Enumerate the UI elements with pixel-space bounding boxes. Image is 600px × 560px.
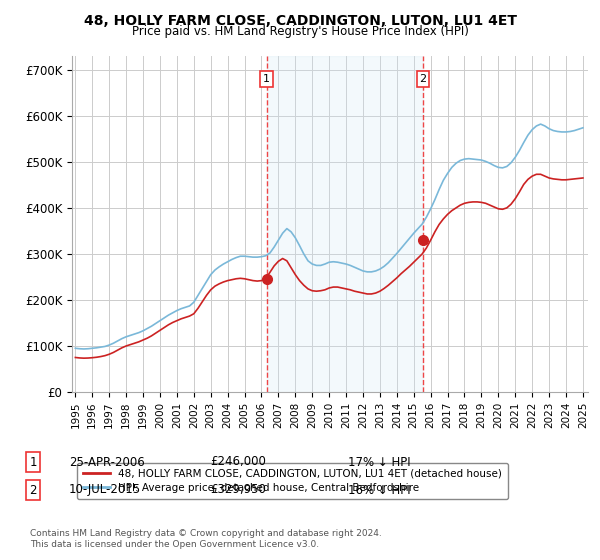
Bar xyxy=(267,56,423,392)
Text: 2: 2 xyxy=(419,74,427,84)
Text: 16% ↓ HPI: 16% ↓ HPI xyxy=(348,483,410,497)
Legend: 48, HOLLY FARM CLOSE, CADDINGTON, LUTON, LU1 4ET (detached house), HPI: Average : 48, HOLLY FARM CLOSE, CADDINGTON, LUTON,… xyxy=(77,463,508,500)
Text: £329,950: £329,950 xyxy=(210,483,266,497)
Text: £246,000: £246,000 xyxy=(210,455,266,469)
Text: 17% ↓ HPI: 17% ↓ HPI xyxy=(348,455,410,469)
Text: 2: 2 xyxy=(29,483,37,497)
Text: 25-APR-2006: 25-APR-2006 xyxy=(69,455,145,469)
Text: 1: 1 xyxy=(29,455,37,469)
Text: Contains HM Land Registry data © Crown copyright and database right 2024.
This d: Contains HM Land Registry data © Crown c… xyxy=(30,529,382,549)
Text: Price paid vs. HM Land Registry's House Price Index (HPI): Price paid vs. HM Land Registry's House … xyxy=(131,25,469,38)
Text: 10-JUL-2015: 10-JUL-2015 xyxy=(69,483,141,497)
Text: 48, HOLLY FARM CLOSE, CADDINGTON, LUTON, LU1 4ET: 48, HOLLY FARM CLOSE, CADDINGTON, LUTON,… xyxy=(83,14,517,28)
Text: 1: 1 xyxy=(263,74,270,84)
